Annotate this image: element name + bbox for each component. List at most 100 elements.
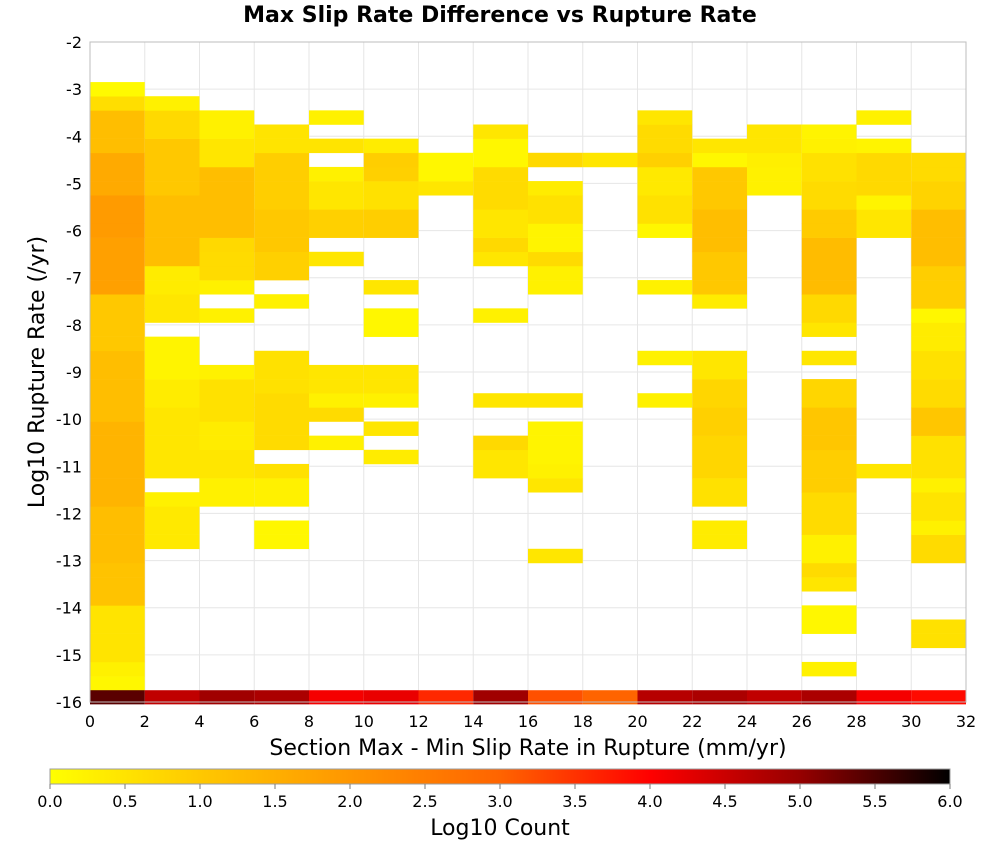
- heatmap-cell: [144, 251, 200, 267]
- heatmap-cell: [144, 379, 200, 394]
- colorbar-tick-label: 4.0: [637, 792, 662, 811]
- heatmap-cell: [911, 393, 966, 408]
- heatmap-cell: [144, 506, 200, 521]
- colorbar-tick-label: 1.0: [187, 792, 212, 811]
- heatmap-cell: [199, 379, 255, 394]
- heatmap-cell: [199, 251, 255, 267]
- heatmap-cell: [199, 181, 255, 196]
- heatmap-cell: [199, 223, 255, 238]
- x-tick-label: 4: [194, 712, 204, 731]
- heatmap-cell: [911, 322, 966, 337]
- heatmap-cell: [90, 110, 145, 125]
- heatmap-cell: [692, 435, 747, 451]
- heatmap-cell: [911, 520, 966, 535]
- heatmap-cell: [254, 223, 309, 238]
- heatmap-cell: [911, 449, 966, 465]
- heatmap-cell: [90, 619, 145, 634]
- x-tick-label: 22: [682, 712, 702, 731]
- heatmap-cell: [254, 478, 309, 493]
- heatmap-cell: [692, 492, 747, 507]
- heatmap-cell: [801, 166, 857, 182]
- heatmap-cell: [528, 463, 583, 479]
- x-axis-label: Section Max - Min Slip Rate in Rupture (…: [269, 736, 786, 761]
- heatmap-cell: [199, 690, 255, 705]
- heatmap-cell: [309, 379, 364, 394]
- heatmap-cell: [801, 605, 857, 620]
- heatmap-cell: [911, 379, 966, 394]
- x-tick-label: 0: [85, 712, 95, 731]
- heatmap-cell: [90, 308, 145, 323]
- heatmap-cell: [856, 138, 912, 154]
- heatmap-cell: [747, 166, 802, 182]
- colorbar-tick-label: 0.5: [112, 792, 137, 811]
- heatmap-cell: [254, 393, 309, 408]
- heatmap-cell: [473, 463, 528, 479]
- heatmap-cell: [801, 463, 857, 479]
- heatmap-cell: [309, 138, 364, 154]
- heatmap-cell: [473, 195, 528, 210]
- heatmap-cell: [90, 562, 145, 578]
- heatmap-cell: [90, 605, 145, 620]
- heatmap-cell: [911, 223, 966, 238]
- heatmap-cell: [911, 251, 966, 267]
- heatmap-cell: [856, 166, 912, 182]
- heatmap-cell: [144, 449, 200, 465]
- heatmap-cell: [801, 407, 857, 422]
- colorbar-tick-label: 0.0: [37, 792, 62, 811]
- x-tick-label: 28: [846, 712, 866, 731]
- heatmap-cell: [254, 209, 309, 224]
- heatmap-cell: [90, 661, 145, 677]
- heatmap-cell: [692, 520, 747, 535]
- colorbar-tick-label: 5.0: [787, 792, 812, 811]
- heatmap-cell: [692, 364, 747, 380]
- heatmap-cell: [309, 251, 364, 267]
- y-tick-label: -11: [56, 457, 82, 476]
- heatmap-cell: [199, 237, 255, 253]
- heatmap-cell: [199, 152, 255, 168]
- heatmap-cell: [637, 110, 693, 125]
- colorbar-tick-label: 3.5: [562, 792, 587, 811]
- heatmap-cell: [199, 463, 255, 479]
- heatmap-cell: [90, 463, 145, 479]
- heatmap-cell: [199, 492, 255, 507]
- heatmap-cell: [473, 124, 528, 139]
- heatmap-cell: [911, 534, 966, 550]
- heatmap-cell: [144, 421, 200, 436]
- heatmap-cell: [144, 237, 200, 253]
- heatmap-cell: [144, 265, 200, 281]
- heatmap-cell: [692, 421, 747, 436]
- heatmap-cell: [144, 393, 200, 408]
- x-tick-label: 32: [956, 712, 976, 731]
- heatmap-cell: [801, 124, 857, 139]
- heatmap-cell: [637, 690, 693, 705]
- heatmap-cell: [801, 421, 857, 436]
- heatmap-cell: [801, 181, 857, 196]
- heatmap-cell: [692, 350, 747, 366]
- heatmap-cell: [363, 181, 419, 196]
- heatmap-cell: [856, 463, 912, 479]
- y-tick-label: -15: [56, 646, 82, 665]
- heatmap-cell: [801, 506, 857, 521]
- x-tick-label: 30: [901, 712, 921, 731]
- x-tick-label: 20: [627, 712, 647, 731]
- x-tick-label: 26: [792, 712, 812, 731]
- heatmap-cell: [144, 407, 200, 422]
- heatmap-cell: [144, 492, 200, 507]
- heatmap-cell: [582, 690, 638, 705]
- heatmap-cell: [911, 548, 966, 564]
- heatmap-cell: [911, 421, 966, 436]
- heatmap-cell: [528, 237, 583, 253]
- heatmap-cell: [528, 181, 583, 196]
- heatmap-cell: [363, 152, 419, 168]
- heatmap-cell: [90, 195, 145, 210]
- heatmap-cell: [309, 690, 364, 705]
- heatmap-cell: [144, 209, 200, 224]
- heatmap-cell: [856, 181, 912, 196]
- heatmap-cell: [911, 364, 966, 380]
- y-tick-label: -7: [66, 269, 82, 288]
- heatmap-cell: [637, 152, 693, 168]
- heatmap-cell: [528, 223, 583, 238]
- heatmap-cell: [144, 280, 200, 295]
- heatmap-cell: [144, 138, 200, 154]
